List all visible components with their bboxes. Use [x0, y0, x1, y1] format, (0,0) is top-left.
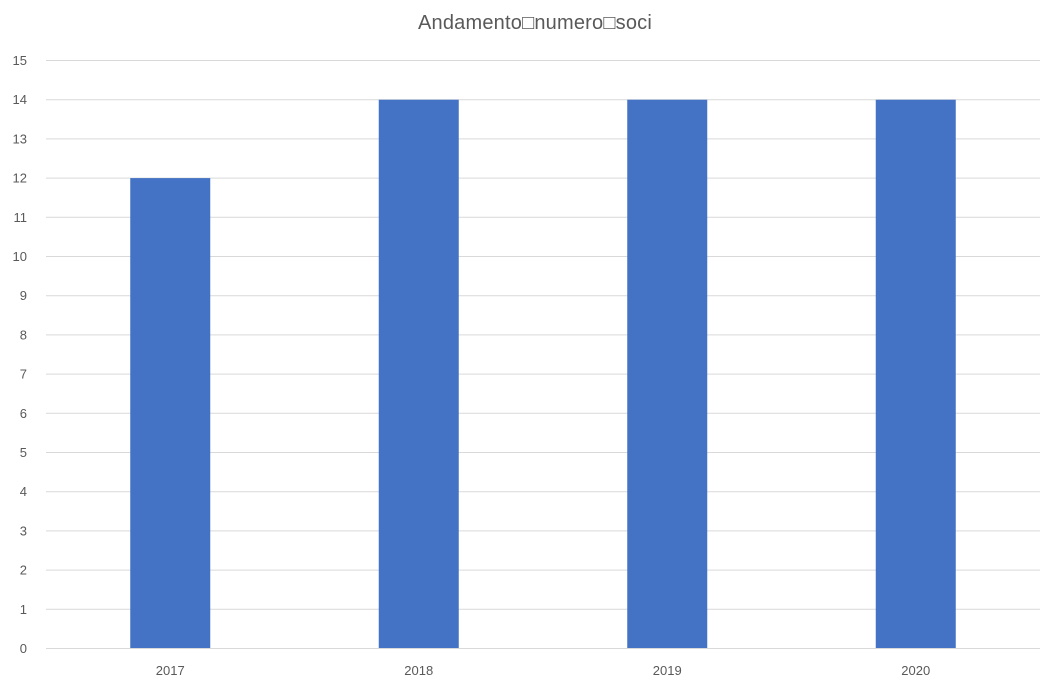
y-tick-label: 1 [20, 602, 27, 617]
y-tick-label: 9 [20, 288, 27, 303]
y-tick-label: 4 [20, 484, 27, 499]
x-tick-label: 2020 [901, 663, 930, 678]
bar-2018 [378, 99, 459, 649]
y-tick-label: 0 [20, 641, 27, 656]
y-tick-label: 6 [20, 406, 27, 421]
y-tick-label: 3 [20, 523, 27, 538]
bar-2019 [627, 99, 708, 649]
x-tick-label: 2019 [653, 663, 682, 678]
x-tick-label: 2018 [404, 663, 433, 678]
y-tick-label: 2 [20, 563, 27, 578]
chart-title: Andamento□numero□soci [417, 12, 653, 34]
y-tick-label: 8 [20, 327, 27, 342]
x-axis: 2017 2018 2019 2020 [46, 648, 1040, 678]
y-tick-label: 7 [20, 367, 27, 382]
x-tick-label: 2017 [156, 663, 185, 678]
y-tick-label: 11 [14, 210, 28, 225]
bar-2017 [130, 178, 211, 649]
y-tick-label: 13 [13, 131, 27, 146]
y-tick-label: 10 [13, 249, 27, 264]
y-tick-label: 14 [13, 92, 27, 107]
bars [130, 99, 956, 649]
gridlines [46, 60, 1040, 610]
y-tick-label: 5 [20, 445, 27, 460]
y-tick-label: 15 [13, 53, 27, 68]
y-tick-label: 12 [13, 171, 27, 186]
bar-2020 [875, 99, 956, 649]
